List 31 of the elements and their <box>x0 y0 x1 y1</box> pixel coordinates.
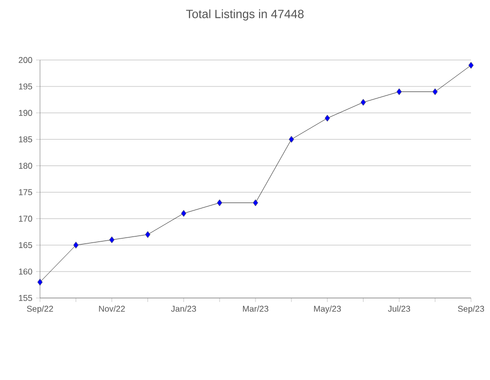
y-tick-label: 180 <box>18 162 32 169</box>
x-tick-label: Sep/22 <box>26 306 53 314</box>
y-tick-label: 185 <box>18 136 32 142</box>
y-tick-label: 200 <box>18 57 32 63</box>
chart-title: Total Listings in 47448 <box>186 9 304 21</box>
y-tick-label: 155 <box>18 295 32 301</box>
x-tick-label: Jan/23 <box>171 306 196 312</box>
y-tick-label: 190 <box>18 110 32 116</box>
x-tick-label: May/23 <box>314 306 341 314</box>
point <box>324 114 330 122</box>
point <box>216 199 222 206</box>
y-tick-label: 160 <box>18 268 32 275</box>
x-tick-label: Jul/23 <box>388 306 410 312</box>
y-tick-label: 175 <box>18 189 32 196</box>
y-tick-label: 165 <box>18 242 32 248</box>
y-tick-label: 170 <box>18 216 32 222</box>
x-tick-label: Sep/23 <box>458 306 484 314</box>
point <box>468 62 474 69</box>
point <box>145 231 150 238</box>
point <box>432 88 438 96</box>
point <box>288 136 294 143</box>
point <box>37 278 43 286</box>
x-tick-label: Nov/22 <box>99 306 125 312</box>
point <box>252 199 258 206</box>
point <box>181 210 186 217</box>
y-tick-label: 195 <box>18 83 32 90</box>
point <box>360 98 366 106</box>
point <box>396 88 402 96</box>
point <box>109 236 114 244</box>
point <box>73 242 79 249</box>
x-tick-label: Mar/23 <box>243 306 268 312</box>
